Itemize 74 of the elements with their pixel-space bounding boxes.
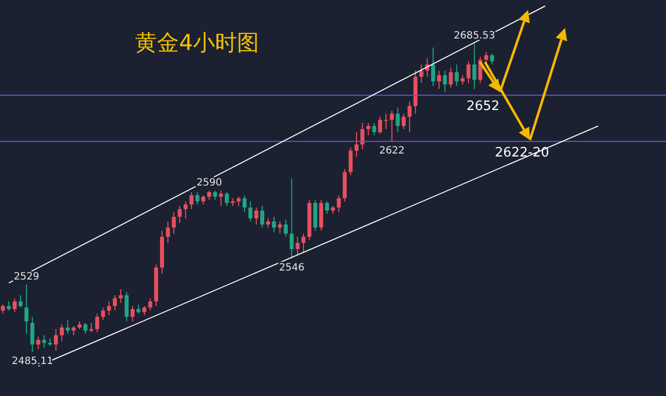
candlestick (390, 110, 394, 142)
candlestick (278, 220, 282, 234)
candlestick (24, 284, 28, 334)
annotation: 2546 (279, 262, 304, 274)
candlestick (472, 43, 476, 90)
candlestick (354, 132, 359, 158)
chart-title: 黄金4小时图 (135, 30, 259, 58)
candlestick (66, 319, 70, 334)
candlestick (272, 216, 276, 233)
candlestick (284, 219, 288, 238)
candlestick (266, 218, 270, 228)
candlestick (396, 107, 400, 133)
candlestick (254, 207, 258, 225)
candlestick (189, 192, 194, 210)
candlestick (148, 298, 152, 312)
candlestick (402, 113, 406, 130)
candlestick (72, 326, 76, 336)
candlestick (207, 190, 212, 200)
candlestick (101, 307, 106, 320)
candlestick (172, 212, 176, 234)
candlestick (372, 122, 376, 136)
candlestick (384, 113, 388, 130)
candlestick (166, 220, 170, 244)
candlestick (224, 192, 229, 206)
candlestick (124, 292, 129, 322)
annotation: 2622 (379, 145, 405, 156)
candlestick (360, 122, 364, 150)
candlestick (89, 322, 94, 333)
candlestick (242, 194, 247, 213)
candlestick (431, 47, 436, 86)
candlestick (248, 200, 252, 222)
candlestick (54, 328, 58, 352)
candlestick (442, 70, 447, 93)
candlestick (296, 236, 300, 256)
candlestick (325, 200, 330, 214)
candlestick (448, 67, 453, 88)
candlestick (106, 300, 111, 316)
candlestick (95, 313, 100, 333)
candlestick (408, 100, 412, 133)
candlestick (454, 64, 459, 86)
candlestick (260, 206, 264, 228)
candlestick (218, 190, 223, 206)
candlestick (42, 334, 46, 348)
candlestick (466, 60, 470, 84)
candlestick (460, 74, 465, 85)
candlestick (213, 190, 218, 200)
candlestick (12, 298, 17, 313)
candlestick (142, 306, 146, 316)
candlestick (60, 324, 64, 342)
candlestick (118, 288, 123, 304)
candlestick (290, 178, 294, 259)
candlestick (178, 206, 182, 224)
candlestick (36, 336, 40, 350)
candlestick (366, 122, 370, 136)
candlestick (184, 200, 188, 219)
candlestick (419, 64, 424, 84)
candlestick (437, 70, 442, 90)
candlestick (336, 194, 341, 213)
candlestick (201, 194, 206, 205)
candlestick (195, 192, 200, 205)
ref-line-label: 2652 (466, 99, 500, 114)
candlestick (236, 196, 241, 206)
candlestick (301, 233, 306, 253)
candlestick (130, 306, 135, 322)
candlestick (18, 294, 23, 308)
candlestick (0, 304, 5, 314)
candlestick (112, 294, 117, 312)
candlestick (348, 147, 353, 176)
candlestick (6, 300, 11, 312)
candlestick (30, 316, 34, 352)
candlestick (136, 304, 140, 314)
candlestick (83, 322, 88, 334)
candlestick (490, 53, 494, 65)
candlestick (378, 116, 382, 134)
